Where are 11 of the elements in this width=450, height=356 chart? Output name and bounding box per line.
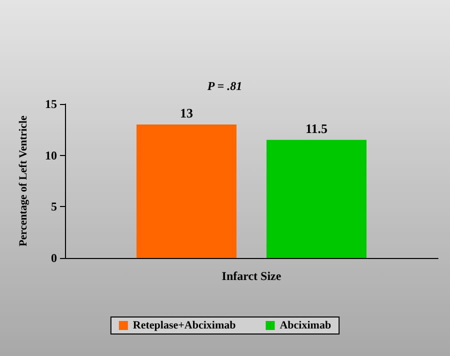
y-tick-label: 0 [51,251,57,265]
y-tick-label: 15 [45,97,57,111]
text: P = .81 [207,79,242,93]
legend-label: Abciximab [280,320,332,332]
data-label: 13 [180,106,194,121]
data-label: 11.5 [305,120,328,136]
legend-label: Reteplase+Abciximab [132,320,236,332]
y-tick-label: 5 [51,200,57,214]
x-tick-label: Infarct Size [222,269,282,283]
y-tick-label: 10 [45,148,57,162]
y-axis-title: Percentage of Left Ventricle [18,115,30,246]
